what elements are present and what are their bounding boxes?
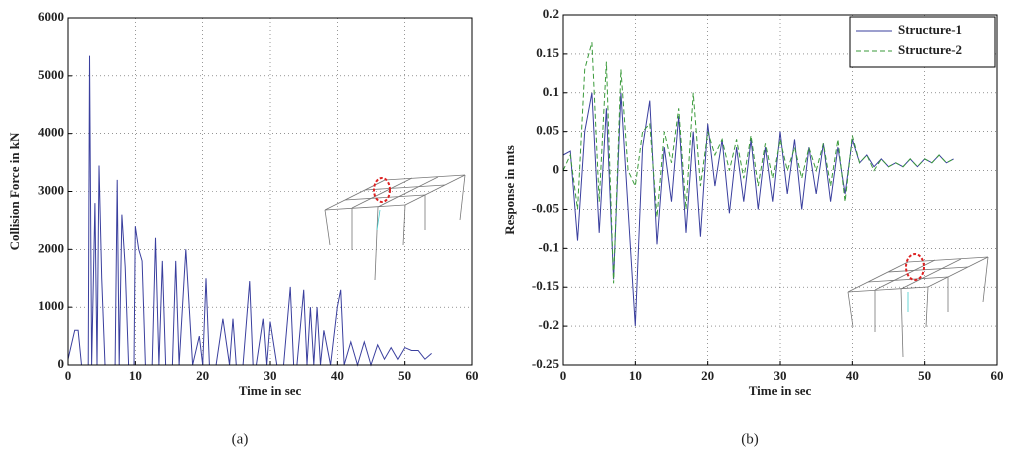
plot-area bbox=[563, 15, 997, 365]
data-line bbox=[67, 55, 432, 367]
y-tick-label: 0.15 bbox=[536, 45, 559, 60]
structure-inset bbox=[847, 253, 989, 358]
legend-box bbox=[849, 16, 996, 68]
y-tick-label: 4000 bbox=[38, 125, 64, 140]
x-tick-label: 40 bbox=[331, 368, 344, 383]
y-tick-label: -0.1 bbox=[538, 239, 559, 254]
x-tick-label: 30 bbox=[264, 368, 277, 383]
x-tick-label: 50 bbox=[918, 368, 931, 383]
x-tick-label: 30 bbox=[774, 368, 787, 383]
y-tick-label: 1000 bbox=[38, 298, 64, 313]
y-tick-label: 2000 bbox=[38, 240, 64, 255]
y-tick-label: 6000 bbox=[38, 9, 64, 24]
y-axis-label: Collision Force in kN bbox=[7, 132, 22, 250]
legend-label: Structure-1 bbox=[898, 22, 962, 37]
y-tick-label: 0.2 bbox=[543, 6, 559, 21]
y-tick-label: 5000 bbox=[38, 67, 64, 82]
caption: (b) bbox=[741, 431, 759, 447]
y-axis-label: Response in mts bbox=[502, 145, 517, 235]
y-tick-label: 0 bbox=[553, 162, 560, 177]
y-tick-label: -0.2 bbox=[538, 317, 559, 332]
data-line bbox=[562, 42, 954, 284]
axes-frame bbox=[562, 14, 998, 366]
x-axis-label: Time in sec bbox=[749, 383, 812, 398]
x-tick-label: 40 bbox=[846, 368, 859, 383]
x-tick-label: 10 bbox=[129, 368, 142, 383]
y-tick-label: 3000 bbox=[38, 182, 64, 197]
x-tick-label: 50 bbox=[398, 368, 411, 383]
y-tick-label: -0.05 bbox=[532, 200, 560, 215]
y-tick-label: 0.05 bbox=[536, 123, 559, 138]
x-axis-label: Time in sec bbox=[239, 383, 302, 398]
axes-frame bbox=[67, 17, 473, 366]
caption: (a) bbox=[232, 431, 249, 447]
x-tick-label: 20 bbox=[701, 368, 714, 383]
y-tick-label: 0 bbox=[58, 356, 65, 371]
chart: -0.25 -0.2 -0.15 -0.1 -0.05 0 0.05 0.1 0.15 0.2 0 1… bbox=[502, 6, 1004, 447]
structure-inset bbox=[324, 174, 466, 281]
chart: 0 1000 2000 3000 4000 5000 6000 0 10 20 30 40 50 60 Ti… bbox=[7, 9, 479, 447]
legend-label: Structure-2 bbox=[898, 42, 962, 57]
y-tick-label: 0.1 bbox=[543, 84, 559, 99]
y-tick-label: -0.25 bbox=[532, 356, 560, 371]
x-tick-label: 10 bbox=[629, 368, 642, 383]
x-tick-label: 20 bbox=[196, 368, 209, 383]
x-tick-label: 60 bbox=[466, 368, 479, 383]
x-tick-label: 0 bbox=[65, 368, 72, 383]
y-tick-label: -0.15 bbox=[532, 278, 560, 293]
x-tick-label: 0 bbox=[560, 368, 567, 383]
x-tick-label: 60 bbox=[991, 368, 1004, 383]
